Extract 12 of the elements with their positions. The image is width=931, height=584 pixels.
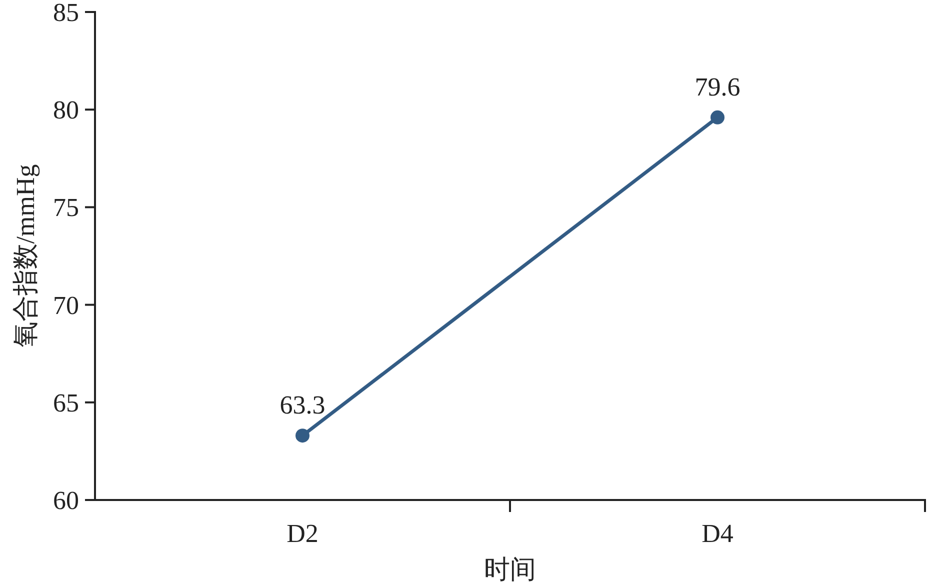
y-tick-label: 60 xyxy=(53,486,79,515)
y-axis-title: 氧合指数/mmHg xyxy=(11,164,40,348)
data-label: 79.6 xyxy=(694,72,740,102)
y-tick-label: 70 xyxy=(53,290,79,320)
x-tick-label: D2 xyxy=(286,519,318,548)
y-tick-label: 85 xyxy=(53,0,79,27)
y-tick-label: 80 xyxy=(53,96,79,125)
x-tick-label: D4 xyxy=(702,519,734,548)
data-label: 63.3 xyxy=(280,390,326,420)
y-tick-label: 75 xyxy=(53,193,79,222)
x-axis-title: 时间 xyxy=(484,555,536,584)
y-tick-label: 65 xyxy=(53,388,79,418)
